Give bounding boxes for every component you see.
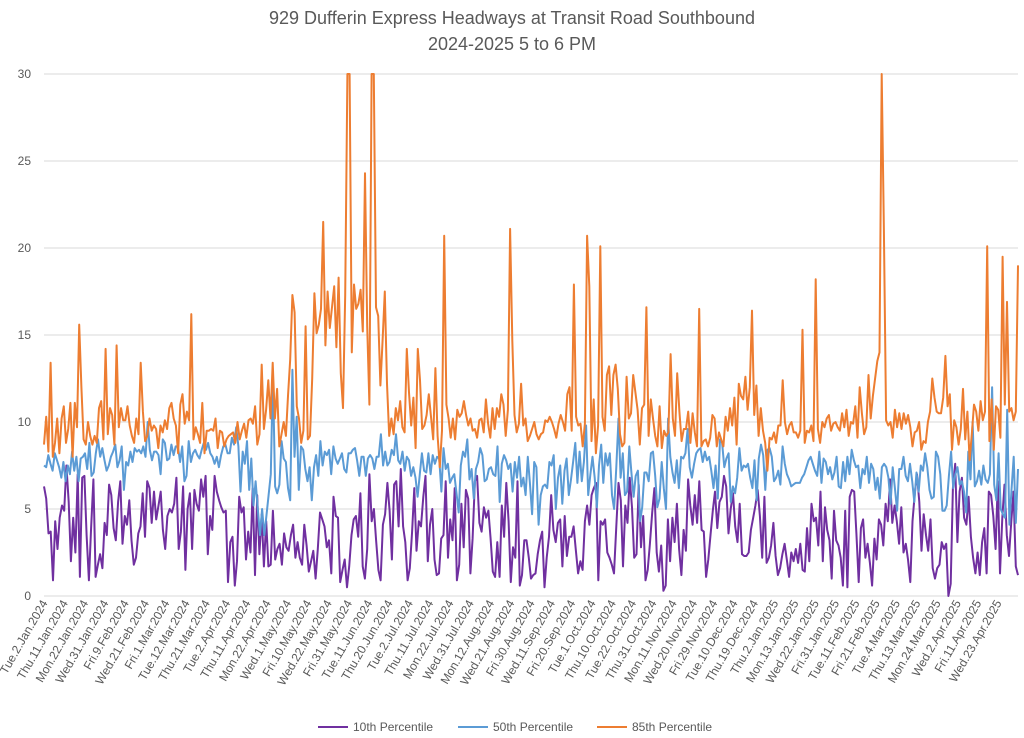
chart-title-line-1: 929 Dufferin Express Headways at Transit… bbox=[269, 8, 755, 28]
legend-swatch-10th bbox=[318, 726, 348, 728]
y-tick-label: 10 bbox=[18, 415, 32, 429]
legend-swatch-85th bbox=[597, 726, 627, 728]
chart-title-line-2: 2024-2025 5 to 6 PM bbox=[427, 34, 597, 54]
y-tick-label: 5 bbox=[24, 502, 31, 516]
legend-label-85th: 85th Percentile bbox=[632, 720, 713, 734]
series-lines bbox=[43, 73, 1019, 597]
legend-item-50th-percentile: 50th Percentile bbox=[458, 720, 573, 734]
legend-label-10th: 10th Percentile bbox=[353, 720, 434, 734]
y-tick-label: 30 bbox=[18, 67, 32, 81]
y-axis-tick-labels: 0 5 10 15 20 25 30 bbox=[18, 67, 32, 603]
series-line-85th bbox=[43, 73, 1019, 472]
legend-item-10th-percentile: 10th Percentile bbox=[318, 720, 433, 734]
y-tick-label: 0 bbox=[24, 589, 31, 603]
y-tick-label: 20 bbox=[18, 241, 32, 255]
x-axis-tick-labels: Tue.2.Jan.2024Thu.11.Jan.2024Mon.22.Jan.… bbox=[0, 597, 1005, 688]
legend-label-50th: 50th Percentile bbox=[493, 720, 574, 734]
y-tick-label: 25 bbox=[18, 154, 32, 168]
series-line-10th bbox=[43, 462, 1019, 597]
legend: 10th Percentile 50th Percentile 85th Per… bbox=[0, 720, 1024, 736]
y-tick-label: 15 bbox=[18, 328, 32, 342]
legend-item-85th-percentile: 85th Percentile bbox=[597, 720, 712, 734]
legend-swatch-50th bbox=[458, 726, 488, 728]
series-line-50th bbox=[43, 368, 1019, 537]
